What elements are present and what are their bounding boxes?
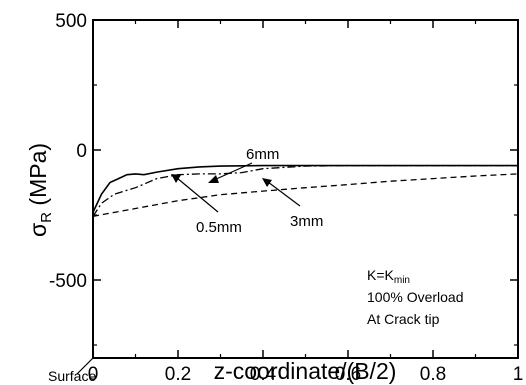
plot-frame (92, 19, 519, 359)
y-axis-subscript: R (38, 212, 55, 223)
tick-marks (92, 19, 519, 358)
svg-text:σR (MPa): σR (MPa) (25, 143, 55, 237)
y-tick-label: -500 (49, 271, 87, 292)
series-lines (92, 164, 519, 217)
note-overload: 100% Overload (367, 289, 464, 305)
annotation-6mm-arrow (213, 162, 253, 181)
x-tick-label: 0.4 (250, 364, 277, 385)
annotation-6mm-arrowhead (208, 175, 219, 183)
x-tick-label: 0.8 (420, 364, 446, 385)
annotation-0.5mm: 0.5mm (196, 219, 242, 236)
series-line-6mm (92, 164, 518, 213)
note-k-label: K=K (367, 267, 395, 283)
y-axis-symbol: σ (25, 223, 51, 237)
annotation-3mm-arrowhead (262, 178, 272, 187)
y-axis-title: σR (MPa) (25, 143, 55, 237)
annotation-3mm: 3mm (290, 213, 323, 230)
note-k-subscript: min (394, 275, 410, 286)
x-tick-label: 0.6 (335, 364, 361, 385)
x-tick-label: 0 (88, 364, 99, 385)
series-line-3mm (92, 164, 518, 217)
note-load-condition: K=Kmin (367, 267, 410, 286)
y-tick-label: 0 (76, 141, 87, 162)
tick-labels: 0 0.2 0.4 0.6 0.8 1 500 0 -500 (49, 11, 523, 385)
x-axis-title: z-coordinate/(B/2) (214, 358, 397, 384)
x-tick-label: 0.2 (165, 364, 191, 385)
annotation-0.5mm-arrow (176, 177, 219, 213)
y-axis-unit: (MPa) (25, 143, 51, 212)
surface-label: Surface (48, 368, 96, 384)
y-tick-label: 500 (55, 11, 87, 32)
annotation-6mm: 6mm (246, 146, 279, 163)
note-location: At Crack tip (367, 311, 440, 327)
annotation-0.5mm-arrowhead (171, 174, 181, 183)
annotation-3mm-arrow (267, 181, 301, 207)
series-line-0.5mm (92, 173, 519, 217)
x-tick-label: 1 (513, 364, 524, 385)
surface-pointer-line (76, 357, 94, 375)
